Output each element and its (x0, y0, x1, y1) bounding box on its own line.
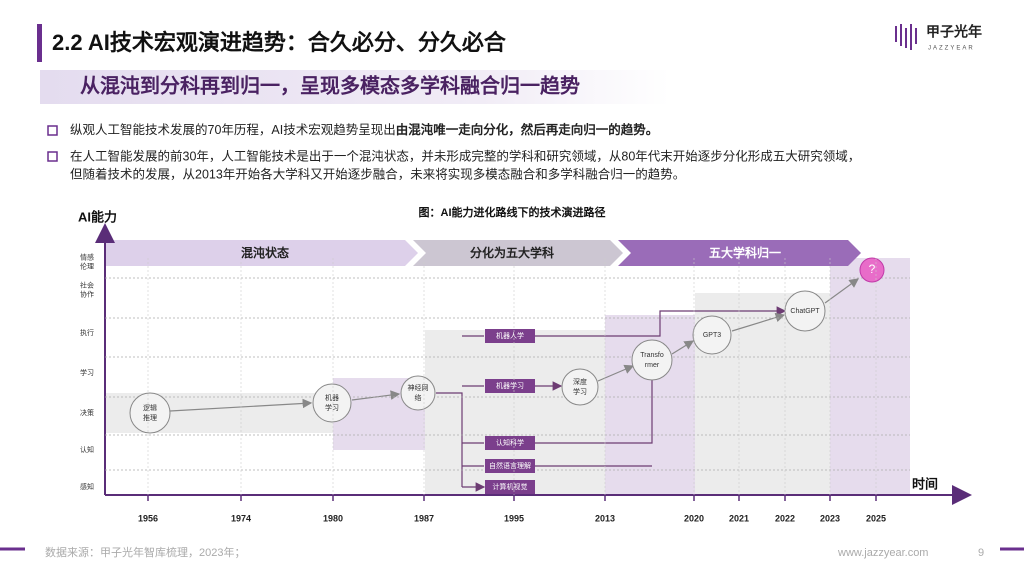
node-label: 学习 (573, 387, 587, 396)
y-level-label: 学习 (80, 368, 94, 377)
logo-name: 甲子光年 (926, 24, 982, 40)
regions (105, 258, 910, 495)
y-level-label: 决策 (80, 408, 94, 417)
field-label: 认知科学 (496, 438, 524, 447)
y-axis-label: AI能力 (78, 209, 117, 224)
x-tick-label: 1956 (138, 513, 158, 523)
x-tick-label: 1995 (504, 513, 524, 523)
y-level-label: 社会 (80, 280, 94, 289)
node-label: 机器 (325, 393, 339, 402)
bullet-text: 纵观人工智能技术发展的70年历程，AI技术宏观趋势呈现出由混沌唯一走向分化，然后… (70, 122, 658, 137)
y-level-label: 情感 (80, 252, 94, 261)
bullet-plain: 纵观人工智能技术发展的70年历程，AI技术宏观趋势呈现出 (70, 122, 396, 137)
y-level-label: 协作 (80, 289, 94, 298)
node (400, 375, 436, 411)
phases (105, 240, 861, 266)
field-box (485, 379, 535, 393)
bullet-text: 在人工智能发展的前30年，人工智能技术是出于一个混沌状态，并未形成完整的学科和研… (70, 148, 860, 163)
field-label: 自然语言理解 (489, 461, 531, 470)
node (561, 368, 599, 406)
logo: 甲子光年 JAZZYEAR (895, 24, 982, 52)
x-tick-label: 1974 (231, 513, 251, 523)
x-tick-label: 2020 (684, 513, 704, 523)
title-bar (37, 24, 42, 62)
node-label: 深度 (573, 377, 587, 386)
node-label: ChatGPT (790, 308, 820, 315)
node (129, 392, 171, 434)
field-box (485, 480, 535, 494)
node-label: 推理 (143, 413, 157, 422)
y-level-label: 感知 (80, 482, 94, 491)
node (692, 315, 732, 355)
node-label: GPT3 (703, 332, 721, 339)
field-label: 机器学习 (496, 381, 524, 390)
field-box (485, 436, 535, 450)
bullet-bold: 由混沌唯一走向分化，然后再走向归一的趋势。 (396, 122, 659, 137)
source: 数据来源：甲子光年智库梳理，2023年； (45, 545, 245, 559)
x-tick-label: 2021 (729, 513, 749, 523)
x-tick-label: 2022 (775, 513, 795, 523)
node (312, 383, 352, 423)
phase-label: 五大学科归一 (709, 245, 781, 260)
page-number: 9 (978, 547, 984, 559)
node-label: Transfo (640, 352, 664, 359)
node-label: 逻辑 (143, 403, 157, 412)
field-box (485, 459, 535, 473)
node-label: ? (869, 262, 876, 276)
y-level-label: 执行 (80, 328, 94, 337)
bullet-text: 但随着技术的发展，从2013年开始各大学科又开始逐步融合，未来将实现多模态融合和… (70, 166, 685, 181)
field-label: 机器人学 (496, 331, 524, 340)
x-tick-label: 1980 (323, 513, 343, 523)
y-level-label: 认知 (80, 445, 94, 454)
field-box (485, 329, 535, 343)
x-tick-label: 2013 (595, 513, 615, 523)
figure-title: 图：AI能力进化路线下的技术演进路径 (419, 205, 606, 219)
bullet-icon (47, 125, 58, 136)
x-tick-label: 2023 (820, 513, 840, 523)
node (859, 257, 885, 283)
subtitle-band (40, 70, 670, 104)
node-label: 神经网 (408, 383, 429, 392)
node-label: rmer (645, 362, 660, 369)
subtitle: 从混沌到分科再到归一，呈现多模态多学科融合归一趋势 (80, 73, 580, 97)
title: 2.2 AI技术宏观演进趋势：合久必分、分久必合 (52, 30, 507, 55)
bullet-icon (47, 151, 58, 162)
x-axis-label: 时间 (912, 476, 938, 491)
node (631, 339, 673, 381)
x-tick-label: 1987 (414, 513, 434, 523)
node-label: 学习 (325, 403, 339, 412)
x-tick-label: 2025 (866, 513, 886, 523)
node-label: 络 (415, 393, 422, 402)
phase-label: 混沌状态 (241, 245, 289, 260)
y-level-label: 伦理 (80, 261, 94, 270)
logo-latin: JAZZYEAR (928, 46, 975, 52)
field-label: 计算机视觉 (493, 482, 528, 491)
phase-label: 分化为五大学科 (470, 245, 554, 260)
url: www.jazzyear.com (837, 547, 928, 559)
arrows (169, 278, 859, 487)
